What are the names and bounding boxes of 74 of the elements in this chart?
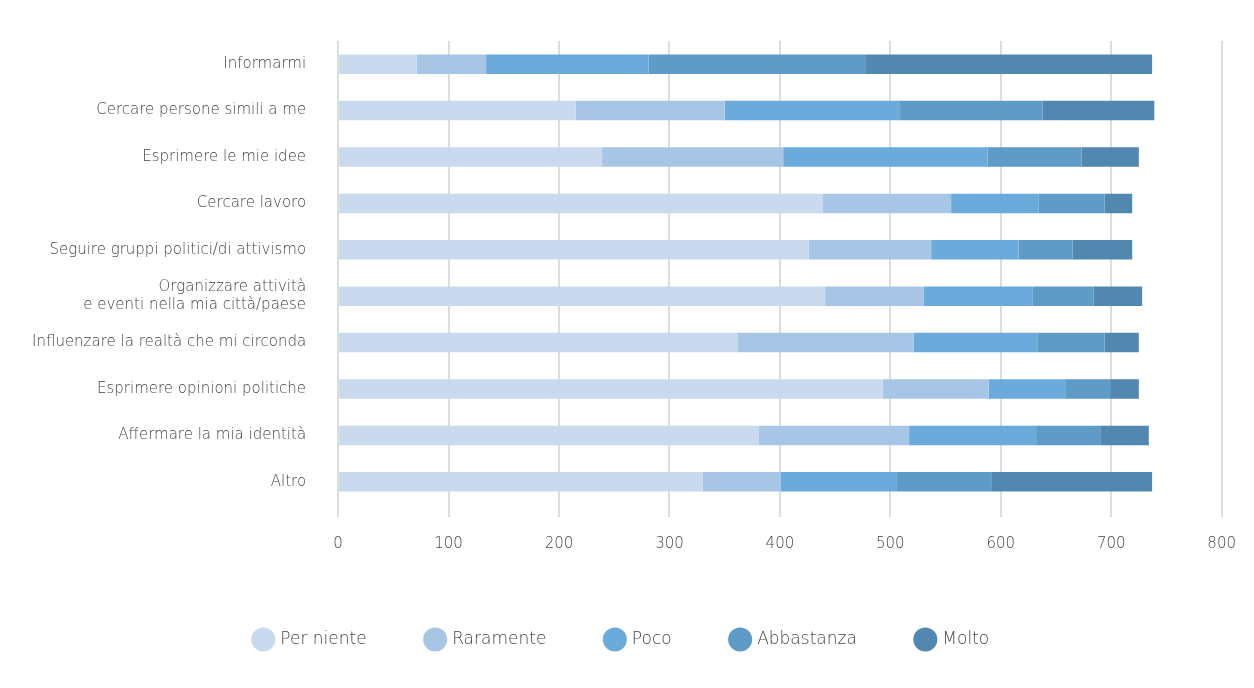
bar — [923, 286, 1033, 306]
y-tick-label: Altro — [270, 471, 307, 490]
x-tick-label: 100 — [434, 533, 463, 552]
bar — [339, 425, 759, 446]
bar — [1100, 425, 1149, 446]
bar — [899, 100, 1043, 121]
bar — [339, 240, 809, 260]
legend-label: Poco — [631, 627, 672, 648]
bar — [988, 379, 1066, 399]
bar — [987, 147, 1082, 167]
x-tick-label: 200 — [544, 533, 574, 552]
bar — [882, 379, 989, 399]
bar — [416, 54, 487, 74]
bar — [339, 379, 883, 399]
bar — [1042, 100, 1155, 121]
x-tick-label: 800 — [1207, 533, 1237, 552]
bar — [602, 147, 784, 167]
bar — [896, 472, 992, 492]
bar — [781, 472, 897, 492]
bar — [724, 100, 900, 121]
bar — [1110, 379, 1139, 399]
bar — [339, 100, 576, 121]
bar — [931, 240, 1019, 260]
legend-label: Per niente — [280, 627, 367, 648]
bar — [1072, 240, 1133, 260]
bar — [1104, 193, 1133, 214]
bar — [1037, 332, 1105, 353]
bar — [822, 193, 952, 214]
bar — [575, 100, 725, 121]
bar — [1093, 286, 1143, 306]
x-tick-label: 400 — [765, 533, 795, 552]
bar — [991, 472, 1153, 492]
bar — [1018, 240, 1073, 260]
y-tick-label: Influenzare la realtà che mi circonda — [32, 332, 307, 351]
bar — [1036, 425, 1101, 446]
bar — [1065, 379, 1111, 399]
bar — [1104, 332, 1139, 353]
legend-label: Abbastanza — [757, 627, 857, 648]
bar — [702, 472, 781, 492]
y-tick-label: Cercare persone simili a me — [96, 100, 307, 119]
y-tick-label: Cercare lavoro — [196, 193, 307, 212]
bar — [808, 240, 932, 260]
bar — [1032, 286, 1094, 306]
bar — [951, 193, 1039, 214]
y-tick-label: Affermare la mia identità — [118, 425, 307, 444]
x-tick-label: 500 — [876, 533, 905, 552]
bar — [783, 147, 988, 167]
bar — [339, 147, 603, 167]
y-tick-label: Informarmi — [223, 54, 307, 73]
bar — [825, 286, 924, 306]
y-tick-label: Esprimere le mie idee — [142, 146, 307, 165]
y-tick-label: Esprimere opinioni politiche — [97, 378, 307, 397]
bar — [913, 332, 1038, 353]
bar — [648, 54, 867, 74]
x-tick-label: 300 — [655, 533, 684, 552]
x-tick-label: 600 — [986, 533, 1016, 552]
bar — [1038, 193, 1105, 214]
bar — [758, 425, 910, 446]
y-tick-label: Seguire gruppi politici/di attivismo — [49, 239, 307, 258]
bar — [339, 193, 823, 214]
bar — [909, 425, 1037, 446]
bar — [339, 286, 826, 306]
bar — [486, 54, 649, 74]
bar — [339, 472, 703, 492]
bar — [866, 54, 1153, 74]
bar — [339, 332, 738, 353]
y-tick-label: Organizzare attività e eventi nella mia città/paese — [83, 277, 307, 314]
x-tick-label: 700 — [1096, 533, 1126, 552]
bar — [339, 54, 417, 74]
x-tick-label: 0 — [333, 533, 343, 552]
legend-label: Raramente — [452, 627, 547, 648]
legend-label: Molto — [942, 627, 990, 648]
bar — [737, 332, 914, 353]
bar — [1081, 147, 1139, 167]
